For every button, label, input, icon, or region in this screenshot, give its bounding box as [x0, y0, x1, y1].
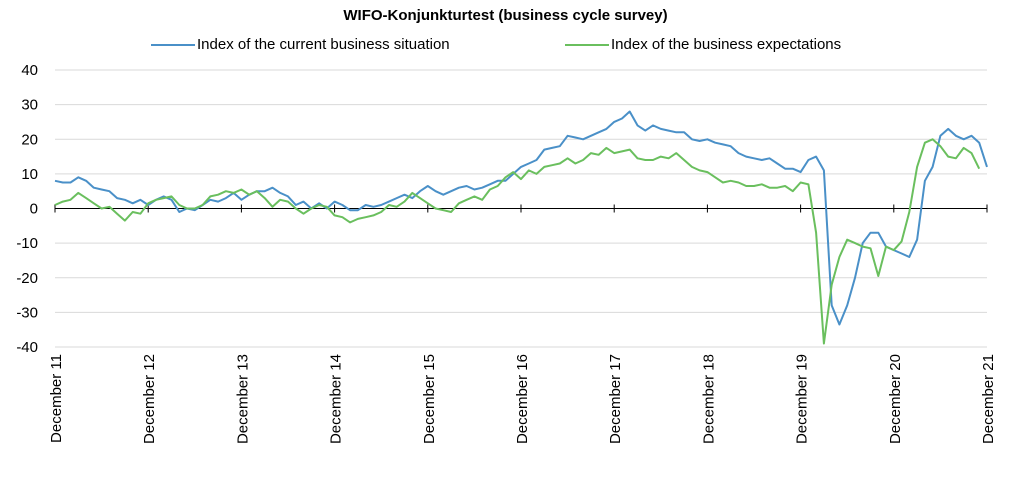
- y-tick-label: 30: [21, 97, 38, 114]
- series-line-expectations: [54, 138, 981, 345]
- x-tick-label: December 12: [141, 354, 158, 444]
- y-tick-label: 10: [21, 166, 38, 183]
- x-tick-label: December 15: [421, 354, 438, 444]
- legend-item-current-situation: Index of the current business situation: [151, 36, 450, 53]
- x-tick-label: December 21: [980, 354, 997, 444]
- legend-item-expectations: Index of the business expectations: [565, 36, 841, 53]
- x-tick-label: December 18: [700, 354, 717, 444]
- legend-label-expectations: Index of the business expectations: [611, 36, 842, 53]
- legend-label-current-situation: Index of the current business situation: [197, 36, 450, 53]
- x-tick-label: December 14: [328, 354, 345, 444]
- x-tick-label: December 11: [48, 354, 65, 443]
- y-tick-label: -10: [16, 235, 38, 252]
- y-tick-label: 0: [30, 201, 38, 218]
- y-tick-label: -20: [16, 270, 38, 287]
- legend-swatch-expectations: [565, 43, 609, 46]
- x-tick-label: December 16: [514, 354, 531, 444]
- x-tick-label: December 17: [607, 354, 624, 444]
- x-tick-label: December 20: [887, 354, 904, 444]
- series-line-current-situation: [54, 110, 988, 326]
- y-tick-label: -30: [16, 304, 38, 321]
- x-tick-label: December 13: [234, 354, 251, 444]
- y-tick-label: 40: [21, 62, 38, 79]
- x-tick-label: December 19: [794, 354, 811, 444]
- y-tick-label: 20: [21, 131, 38, 148]
- y-tick-label: -40: [16, 339, 38, 356]
- legend-swatch-current-situation: [151, 43, 195, 46]
- chart-title: WIFO-Konjunkturtest (business cycle surv…: [343, 7, 668, 24]
